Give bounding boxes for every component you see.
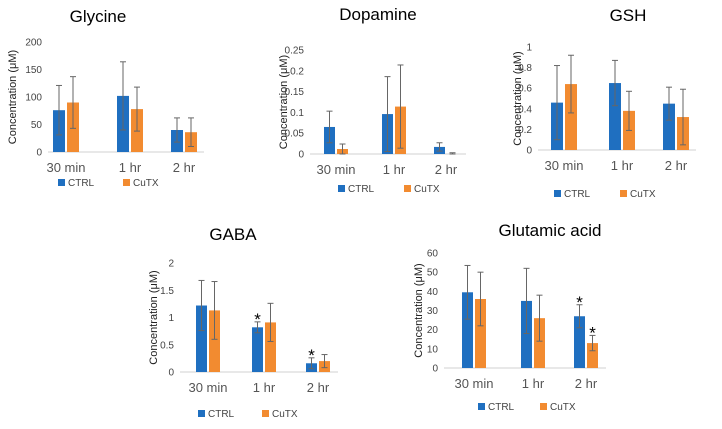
y-tick-label: 0 [298, 150, 304, 161]
bar-ctrl [609, 83, 621, 150]
y-tick-label: 10 [427, 344, 439, 355]
legend-label-cutx: CuTX [630, 189, 656, 200]
bar-cutx [265, 322, 276, 372]
significance-marker: * [589, 323, 596, 342]
legend-swatch-cutx [404, 185, 411, 192]
y-tick-label: 0.25 [285, 46, 305, 57]
chart-glycine: Glycine Concentration (μM) 0 50 100 150 200 30 … [7, 7, 204, 189]
y-tick-label: 0.15 [285, 87, 305, 98]
chart-gaba: GABA Concentration (μM) 0 0.5 1 1.5 2 30 min * 1 … [148, 225, 338, 420]
legend-label-cutx: CuTX [272, 409, 298, 420]
chart-title: GSH [610, 6, 647, 25]
chart-gsh: GSH Concentration (μM)0 0.2 0.4 0.6 0.8 1 30 mi… [512, 6, 696, 200]
legend-swatch-ctrl [338, 185, 345, 192]
x-tick-label: 30 min [46, 160, 85, 175]
x-tick-label: 2 hr [435, 162, 458, 177]
bar-ctrl [462, 292, 473, 368]
y-tick-label: 1.5 [160, 286, 174, 297]
y-tick-label: 0.2 [290, 66, 304, 77]
y-tick-label: 100 [25, 93, 42, 104]
x-tick-label: 1 hr [253, 380, 276, 395]
legend-label-ctrl: CTRL [488, 402, 515, 413]
y-axis-label: Concentration (μM) [413, 263, 425, 357]
y-axis-label: Concentration (μM) [512, 51, 524, 145]
legend-swatch-cutx [262, 410, 269, 417]
legend-swatch-ctrl [58, 179, 65, 186]
legend-swatch-cutx [540, 403, 547, 410]
y-tick-label: 200 [25, 38, 42, 49]
y-axis-label: Concentration (μM) [278, 55, 290, 149]
bar-ctrl [196, 305, 207, 372]
bar-ctrl [574, 316, 585, 368]
x-tick-label: 1 hr [119, 160, 142, 175]
y-tick-label: 0.4 [518, 104, 532, 115]
x-tick-label: 2 hr [307, 380, 330, 395]
legend-swatch-ctrl [554, 190, 561, 197]
chart-title: Glutamic acid [499, 221, 602, 240]
x-tick-label: 30 min [188, 380, 227, 395]
y-tick-label: 0.05 [285, 129, 305, 140]
legend-swatch-cutx [123, 179, 130, 186]
y-tick-label: 0.5 [160, 340, 174, 351]
legend-label-ctrl: CTRL [208, 409, 235, 420]
y-tick-label: 2 [168, 259, 174, 270]
y-tick-label: 50 [31, 120, 43, 131]
legend-label-ctrl: CTRL [348, 184, 375, 195]
y-tick-label: 1 [526, 43, 532, 54]
y-tick-label: 0 [168, 368, 174, 379]
bar-cutx [565, 84, 577, 150]
legend-swatch-ctrl [198, 410, 205, 417]
legend-swatch-ctrl [478, 403, 485, 410]
y-tick-label: 0 [36, 148, 42, 159]
y-tick-label: 0 [526, 146, 532, 157]
y-tick-label: 0.1 [290, 108, 304, 119]
legend-swatch-cutx [620, 190, 627, 197]
x-tick-label: 1 hr [383, 162, 406, 177]
x-tick-label: 2 hr [665, 158, 688, 173]
chart-title: GABA [209, 225, 257, 244]
legend-label-cutx: CuTX [133, 178, 159, 189]
y-tick-label: 40 [427, 287, 439, 298]
x-tick-label: 30 min [454, 376, 493, 391]
x-tick-label: 1 hr [611, 158, 634, 173]
x-tick-label: 2 hr [575, 376, 598, 391]
bar-cutx [587, 343, 598, 368]
bar-ctrl [521, 300, 532, 368]
y-tick-label: 60 [427, 249, 439, 260]
bar-cutx [209, 310, 220, 372]
x-tick-label: 30 min [544, 158, 583, 173]
bar-ctrl [663, 103, 675, 150]
significance-marker: * [576, 293, 583, 312]
legend-label-cutx: CuTX [414, 184, 440, 195]
bar-cutx [475, 299, 486, 368]
y-axis-label: Concentration (μM) [7, 50, 19, 144]
bar-ctrl [252, 327, 263, 372]
significance-marker: * [254, 310, 261, 329]
bar-cutx [534, 318, 545, 368]
chart-title: Dopamine [339, 5, 417, 24]
chart-dopamine: Dopamine Concentration (μM) 0 0.05 0.1 0.15 0.… [278, 5, 466, 195]
x-tick-label: 30 min [316, 162, 355, 177]
y-tick-label: 30 [427, 306, 439, 317]
y-tick-label: 0 [432, 364, 438, 375]
y-tick-label: 0.2 [518, 125, 532, 136]
legend-label-ctrl: CTRL [564, 189, 591, 200]
y-tick-label: 20 [427, 325, 439, 336]
y-tick-label: 0.8 [518, 63, 532, 74]
chart-title: Glycine [70, 7, 127, 26]
significance-marker: * [308, 346, 315, 365]
y-tick-label: 1 [168, 313, 174, 324]
x-tick-label: 2 hr [173, 160, 196, 175]
legend-label-ctrl: CTRL [68, 178, 95, 189]
y-tick-label: 0.6 [518, 84, 532, 95]
y-axis-label: Concentration (μM) [148, 270, 160, 364]
legend-label-cutx: CuTX [550, 402, 576, 413]
y-tick-label: 150 [25, 65, 42, 76]
y-tick-label: 50 [427, 268, 439, 279]
chart-glutamic-acid: Glutamic acid Concentration (μM) 0 10 20 30 40… [413, 221, 606, 413]
x-tick-label: 1 hr [522, 376, 545, 391]
